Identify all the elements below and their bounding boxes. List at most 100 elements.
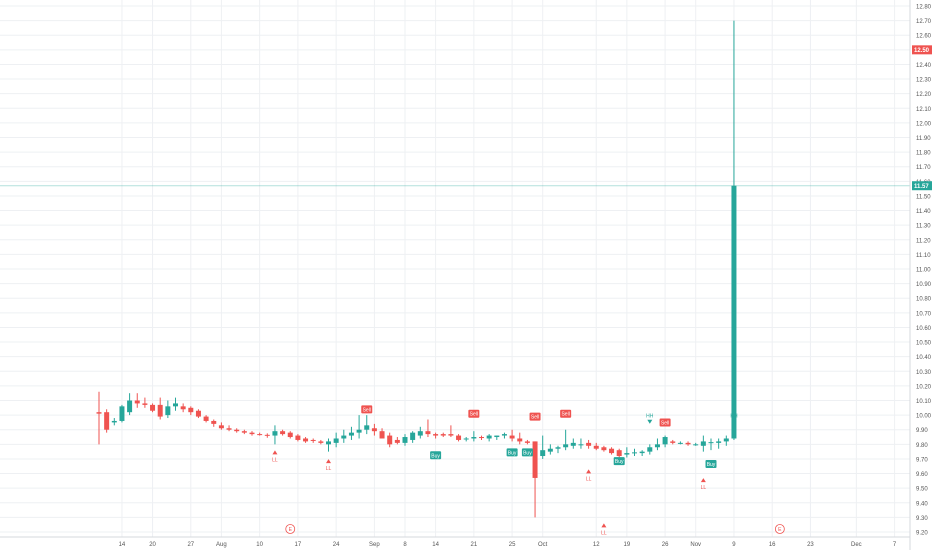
time-axis[interactable]: 14 20 27 Aug 10 17 24 Sep 8 14 21 25 Oct 12 19 26 Nov 9 16… bbox=[0, 536, 910, 548]
x-tick-label: 10 bbox=[256, 542, 263, 548]
price-axis[interactable]: 9.20 9.30 9.40 9.50 9.60 9.70 9.80 9.90 10.00 10.… bbox=[909, 0, 932, 550]
y-tick-label: 11.30 bbox=[916, 224, 931, 230]
x-tick-label: 20 bbox=[149, 542, 156, 548]
candle-body bbox=[249, 432, 255, 435]
y-tick-label: 10.30 bbox=[916, 370, 932, 376]
sell-signal-tag[interactable] bbox=[529, 412, 541, 421]
y-tick-label: 12.40 bbox=[916, 63, 932, 69]
pivot-low-arrow bbox=[272, 450, 278, 455]
y-tick-label: 11.40 bbox=[916, 209, 931, 215]
y-tick-label: 11.20 bbox=[916, 238, 931, 244]
candle-body bbox=[234, 429, 240, 432]
pivot-low-label: LL bbox=[586, 476, 592, 482]
candle-body bbox=[264, 434, 270, 436]
y-tick-label: 11.00 bbox=[916, 268, 931, 274]
sell-signal-tag[interactable] bbox=[361, 405, 373, 414]
buy-signal-tag[interactable] bbox=[430, 451, 442, 460]
y-tick-label: 12.60 bbox=[916, 34, 932, 40]
y-tick-label: 11.50 bbox=[916, 194, 931, 200]
candle-body bbox=[677, 442, 683, 444]
pivot-low-arrow bbox=[326, 459, 331, 464]
buy-signal-tag[interactable] bbox=[521, 448, 533, 457]
sell-signal-tag[interactable] bbox=[659, 418, 671, 427]
y-tick-label: 10.00 bbox=[916, 414, 932, 420]
candle-body bbox=[616, 450, 622, 457]
candle-body bbox=[410, 432, 416, 440]
candle-body bbox=[127, 400, 133, 413]
pivot-high-arrow bbox=[647, 419, 653, 424]
y-tick-label: 11.10 bbox=[916, 253, 931, 259]
candle-body bbox=[203, 416, 209, 421]
candle-body bbox=[440, 434, 446, 436]
x-tick-label: 14 bbox=[432, 542, 439, 548]
candle-body bbox=[226, 428, 232, 430]
candle-body bbox=[272, 431, 278, 436]
candle-body bbox=[180, 406, 186, 410]
sell-signal-tag[interactable] bbox=[560, 409, 572, 418]
candle-body bbox=[654, 444, 660, 448]
x-tick-label: 24 bbox=[333, 542, 340, 548]
earnings-event-label: E bbox=[289, 527, 293, 533]
y-tick-label: 12.30 bbox=[916, 78, 932, 84]
pivot-high-arrow bbox=[731, 419, 737, 424]
candle-body bbox=[134, 400, 140, 404]
buy-signal-tag[interactable] bbox=[506, 448, 518, 457]
price-tag[interactable] bbox=[912, 45, 932, 55]
candle-body bbox=[402, 437, 408, 443]
y-tick-label: 9.20 bbox=[916, 531, 928, 537]
candle-body bbox=[119, 406, 125, 421]
candle-body bbox=[609, 448, 615, 454]
price-tag-label: 11.57 bbox=[914, 184, 929, 190]
candle-body bbox=[333, 438, 339, 443]
y-tick-label: 9.70 bbox=[916, 457, 928, 463]
buy-signal-tag[interactable] bbox=[705, 460, 717, 469]
candle-body bbox=[142, 403, 148, 405]
earnings-event-icon[interactable] bbox=[774, 524, 785, 534]
pivot-low-arrow bbox=[601, 523, 607, 528]
candle-body bbox=[723, 438, 729, 442]
pivot-high-label: HH bbox=[646, 414, 654, 420]
candle-body bbox=[448, 434, 454, 436]
x-tick-label: 26 bbox=[662, 542, 669, 548]
buy-signal-tag[interactable] bbox=[613, 457, 625, 466]
y-tick-label: 9.30 bbox=[916, 516, 928, 522]
x-tick-label: Oct bbox=[538, 542, 548, 548]
pivot-low-label: LL bbox=[601, 530, 607, 536]
price-tag[interactable] bbox=[912, 181, 932, 191]
candle-body bbox=[173, 403, 178, 407]
earnings-event-icon[interactable] bbox=[285, 524, 296, 534]
candle-body bbox=[662, 437, 668, 445]
candle-body bbox=[524, 441, 530, 443]
candle-body bbox=[356, 429, 362, 433]
candle-body bbox=[387, 435, 393, 445]
signal-label: Buy bbox=[615, 459, 624, 465]
x-tick-label: 27 bbox=[187, 542, 194, 548]
x-tick-label: 16 bbox=[769, 542, 776, 548]
y-tick-label: 11.90 bbox=[916, 136, 931, 142]
candle-body bbox=[471, 437, 477, 439]
x-tick-label: 7 bbox=[893, 542, 897, 548]
y-tick-label: 10.70 bbox=[916, 311, 932, 317]
candle-body bbox=[379, 431, 385, 439]
x-tick-label: 17 bbox=[295, 542, 302, 548]
candle-body bbox=[578, 444, 584, 446]
candle-body bbox=[593, 445, 599, 449]
candle-body bbox=[601, 447, 607, 451]
candle-body bbox=[257, 434, 263, 436]
signal-label: Sell bbox=[470, 412, 478, 418]
candle-body bbox=[364, 425, 370, 430]
signal-label: Sell bbox=[363, 407, 371, 413]
x-tick-label: Aug bbox=[216, 542, 227, 548]
candle-body bbox=[624, 453, 630, 455]
y-tick-label: 12.70 bbox=[916, 19, 932, 25]
x-tick-label: 9 bbox=[732, 542, 736, 548]
y-tick-label: 12.20 bbox=[916, 92, 932, 98]
candle-body bbox=[540, 450, 546, 457]
signal-label: Buy bbox=[431, 453, 440, 459]
markers: Sell Sell Sell Sell Sell Buy Buy Buy Buy Buy LL LL L… bbox=[272, 405, 785, 536]
x-tick-label: 12 bbox=[593, 542, 600, 548]
x-tick-label: 23 bbox=[807, 542, 814, 548]
sell-signal-tag[interactable] bbox=[468, 409, 480, 418]
